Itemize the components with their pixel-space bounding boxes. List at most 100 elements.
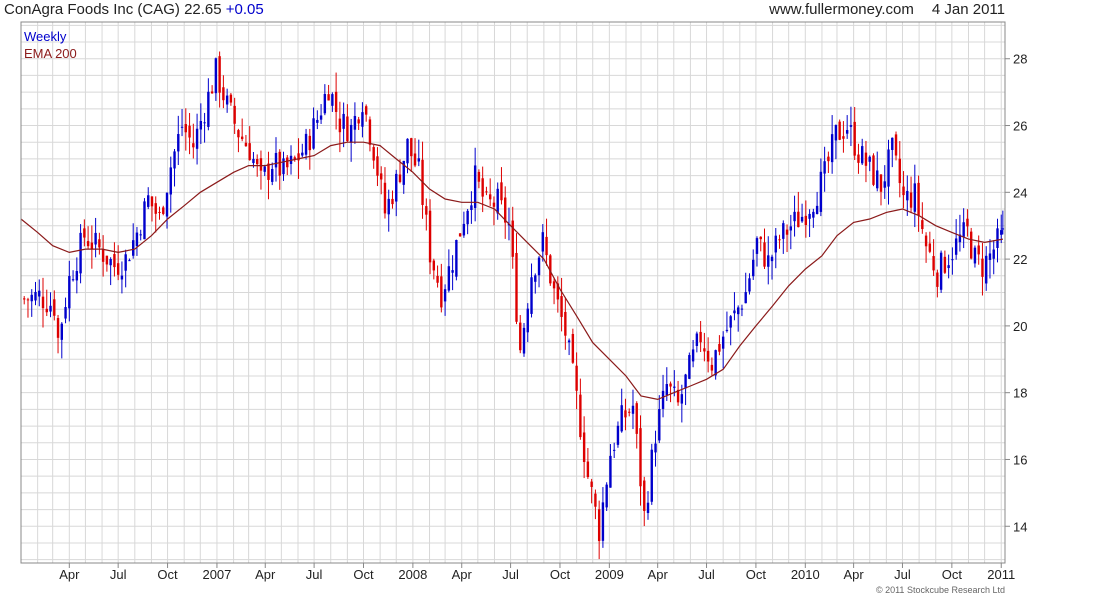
candle-body (417, 158, 420, 162)
candle-body (214, 58, 218, 94)
candle-body (86, 241, 90, 247)
candle-body (323, 93, 327, 114)
candle-body (432, 260, 436, 271)
candle-body (988, 253, 992, 260)
candle-body (658, 408, 661, 441)
candle-body (440, 276, 443, 308)
candle-body (594, 493, 597, 507)
candle-body (34, 291, 37, 301)
candle-body (116, 263, 120, 275)
candle-body (628, 411, 631, 413)
candle-body (162, 207, 165, 214)
y-axis: 14 16 18 20 22 24 26 28 (1005, 52, 1027, 534)
candle-body (316, 119, 319, 123)
candle-body (357, 119, 360, 124)
x-tick-label: Apr (843, 567, 864, 582)
candle-body (252, 158, 255, 164)
candle-body (222, 87, 225, 101)
chart-date: 4 Jan 2011 (931, 1, 1005, 18)
legend-ema: EMA 200 (24, 46, 77, 61)
candle-body (240, 136, 244, 140)
candle-body (387, 198, 390, 215)
candle-body (271, 168, 274, 182)
candle-body (79, 232, 82, 274)
candle-body (470, 205, 473, 211)
candle-body (53, 299, 56, 316)
y-tick-label: 22 (1013, 252, 1027, 267)
candle-body (395, 173, 398, 202)
candle-body (49, 305, 52, 312)
x-tick-label: Jul (110, 567, 127, 582)
candle-body (504, 197, 507, 223)
candle-body (654, 443, 657, 453)
x-tick-label: 2009 (595, 567, 624, 582)
candle-body (545, 236, 548, 256)
y-tick-label: 16 (1013, 452, 1027, 467)
candle-body (364, 106, 368, 115)
candle-body (319, 115, 323, 120)
candle-body (154, 203, 157, 214)
candle-body (534, 275, 537, 282)
candle-body (500, 182, 503, 201)
candle-body (932, 256, 935, 271)
candle-body (913, 183, 917, 212)
weekly-candles (23, 51, 1005, 560)
candle-body (60, 323, 63, 340)
y-tick-label: 20 (1013, 319, 1027, 334)
candle-body (838, 121, 841, 140)
candle-body (744, 292, 747, 304)
candle-body (41, 296, 45, 309)
candle-body (586, 461, 590, 478)
candle-body (492, 202, 496, 207)
candle-body (1001, 228, 1005, 230)
candle-body (301, 152, 304, 156)
candle-body (398, 174, 402, 182)
candle-body (789, 226, 793, 231)
candle-body (684, 374, 687, 389)
candle-body (120, 275, 124, 280)
candle-body (124, 254, 127, 271)
candle-body (849, 125, 853, 127)
candle-body (391, 198, 394, 205)
candle-body (721, 336, 725, 349)
x-tick-label: Oct (353, 567, 374, 582)
site-url[interactable]: www.fullermoney.com (769, 1, 914, 18)
chart-source: www.fullermoney.com 4 Jan 2011 (769, 1, 1005, 18)
candle-body (571, 333, 575, 363)
candle-body (861, 146, 864, 164)
candle-body (643, 480, 646, 511)
candle-body (876, 170, 879, 189)
candle-body (770, 256, 774, 262)
candle-body (331, 94, 334, 106)
candle-body (38, 290, 41, 297)
candle-body (827, 156, 830, 162)
candle-body (853, 121, 856, 156)
candle-body (906, 190, 909, 201)
candle-body (83, 228, 86, 238)
candle-body (406, 138, 409, 164)
candle-body (410, 138, 413, 157)
y-tick-label: 18 (1013, 386, 1027, 401)
x-tick-label: Apr (255, 567, 276, 582)
candle-body (714, 350, 717, 376)
candle-body (368, 119, 372, 145)
candle-body (203, 122, 206, 124)
candle-body (376, 156, 379, 176)
candle-body (703, 348, 706, 352)
candle-body (436, 275, 439, 283)
candle-body (966, 218, 969, 227)
candle-body (207, 91, 210, 127)
candle-body (590, 481, 593, 487)
x-tick-label: Oct (550, 567, 571, 582)
candle-body (402, 160, 405, 185)
candle-body (650, 449, 653, 502)
title-text: ConAgra Foods Inc (CAG) 22.65 (4, 1, 222, 18)
candle-body (101, 248, 105, 262)
candle-body (312, 118, 315, 149)
candle-body (522, 327, 526, 354)
candle-body (338, 118, 342, 133)
candle-body (98, 239, 101, 248)
x-tick-label: Jul (502, 567, 519, 582)
candle-body (511, 220, 514, 257)
